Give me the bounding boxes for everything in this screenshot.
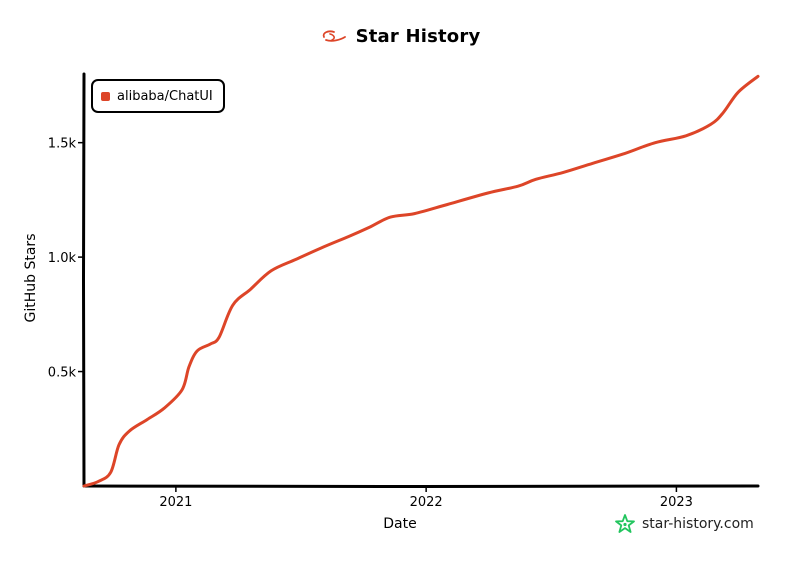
chart-ticks: 0.5k 1.0k 1.5k 2021 2022 2023: [48, 137, 693, 510]
y-tick-label: 0.5k: [48, 366, 77, 381]
alibaba-logo-icon: [322, 30, 346, 42]
legend-label: alibaba/ChatUI: [117, 88, 213, 104]
x-axis-label: Date: [383, 516, 416, 532]
chart-header: Star History: [0, 20, 800, 52]
x-tick-label: 2022: [410, 495, 443, 510]
x-axis-line: [82, 484, 760, 489]
y-tick-label: 1.0k: [48, 251, 77, 266]
chart-axes: [81, 72, 760, 489]
chart-series-layer: [82, 74, 760, 488]
series-line: [82, 74, 760, 488]
y-tick-label: 1.5k: [48, 137, 77, 152]
y-axis-line: [81, 72, 86, 488]
star-history-logo-icon: [615, 514, 635, 533]
watermark[interactable]: star-history.com: [614, 512, 754, 536]
y-axis-label: GitHub Stars: [23, 234, 39, 323]
x-tick-label: 2023: [660, 495, 693, 510]
chart-legend: alibaba/ChatUI: [91, 79, 225, 113]
watermark-text: star-history.com: [642, 516, 754, 532]
x-tick-label: 2021: [159, 495, 192, 510]
legend-swatch: [101, 91, 110, 101]
chart-title: Star History: [355, 25, 481, 47]
